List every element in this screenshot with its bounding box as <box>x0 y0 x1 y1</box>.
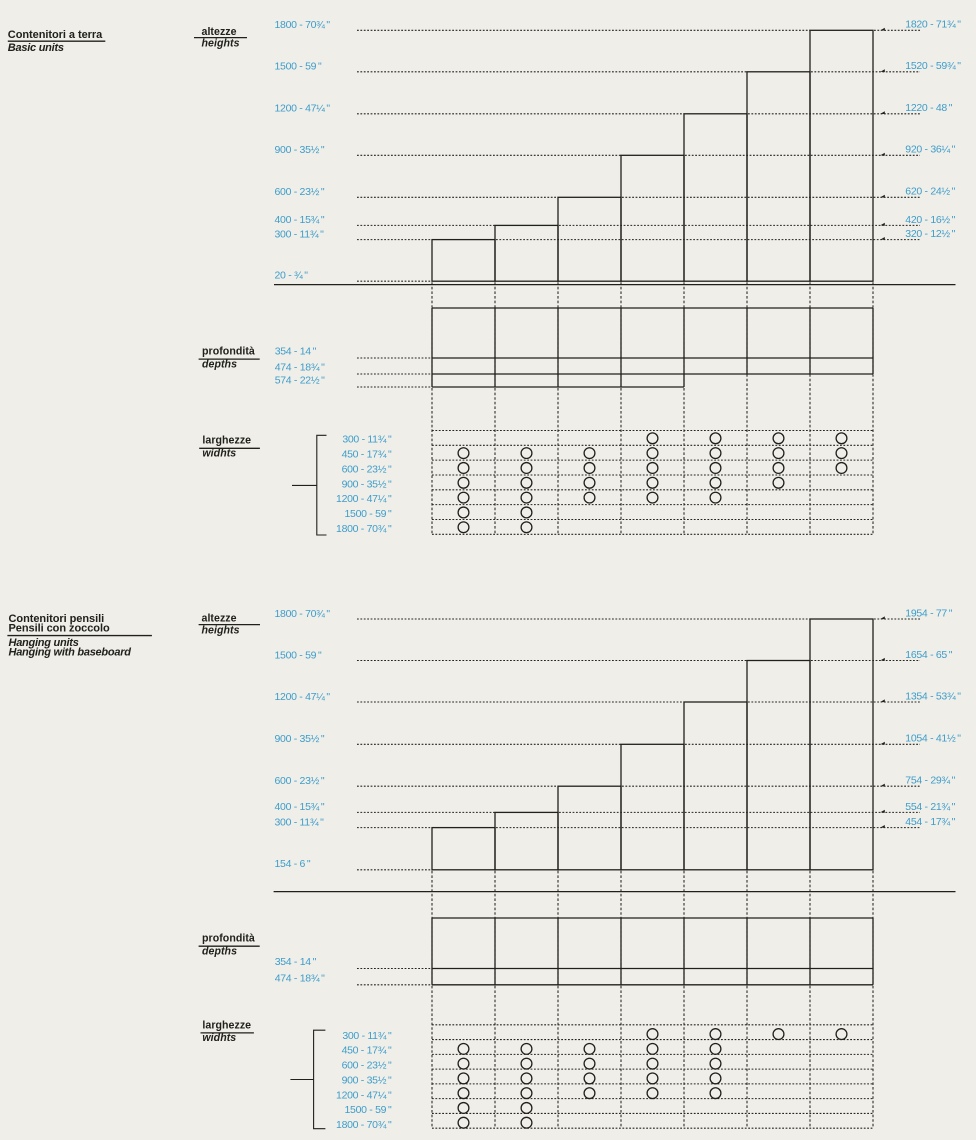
svg-text:profondità: profondità <box>202 933 255 945</box>
svg-text:Pensili con zoccolo: Pensili con zoccolo <box>9 623 110 635</box>
svg-text:Hanging units: Hanging units <box>9 637 79 649</box>
svg-text:1820 - 71¾ ": 1820 - 71¾ " <box>905 19 961 31</box>
svg-text:1500 - 59 ": 1500 - 59 " <box>275 649 322 661</box>
svg-text:354 - 14 ": 354 - 14 " <box>275 956 317 968</box>
svg-text:depths: depths <box>202 358 237 370</box>
svg-text:300 - 11¾ ": 300 - 11¾ " <box>275 816 325 828</box>
svg-text:Hanging with baseboard: Hanging with baseboard <box>9 646 132 658</box>
svg-text:474 - 18¾ ": 474 - 18¾ " <box>275 362 325 374</box>
svg-text:620 - 24½ ": 620 - 24½ " <box>905 186 955 198</box>
svg-text:1800 - 70¾ ": 1800 - 70¾ " <box>336 1119 392 1131</box>
svg-text:300 - 11¾ ": 300 - 11¾ " <box>342 1030 392 1042</box>
svg-text:heights: heights <box>202 624 240 636</box>
svg-text:1800 - 70¾ ": 1800 - 70¾ " <box>275 608 331 620</box>
svg-text:Contenitori a terra: Contenitori a terra <box>8 29 103 41</box>
svg-text:900 - 35½ ": 900 - 35½ " <box>275 733 325 745</box>
svg-text:354 - 14 ": 354 - 14 " <box>275 346 317 358</box>
svg-text:600 - 23½ ": 600 - 23½ " <box>275 775 325 787</box>
svg-text:Contenitori pensili: Contenitori pensili <box>9 613 105 625</box>
svg-text:1200 - 47¼ ": 1200 - 47¼ " <box>275 103 331 115</box>
svg-text:300 - 11¾ ": 300 - 11¾ " <box>275 228 325 240</box>
svg-text:900 - 35½ ": 900 - 35½ " <box>275 144 325 156</box>
svg-text:600 - 23½ ": 600 - 23½ " <box>275 186 325 198</box>
svg-text:profondità: profondità <box>202 345 255 357</box>
svg-text:depths: depths <box>202 945 237 957</box>
svg-text:Basic units: Basic units <box>8 42 64 54</box>
svg-text:1200 - 47¼ ": 1200 - 47¼ " <box>336 1089 392 1101</box>
svg-text:1200 - 47¼ ": 1200 - 47¼ " <box>336 493 392 505</box>
svg-text:1800 - 70¾ ": 1800 - 70¾ " <box>275 19 331 31</box>
svg-text:454 - 17¾ ": 454 - 17¾ " <box>905 816 955 828</box>
svg-text:1054 - 41½ ": 1054 - 41½ " <box>905 733 961 745</box>
svg-text:154 - 6 ": 154 - 6 " <box>275 858 311 870</box>
svg-text:altezze: altezze <box>202 613 237 625</box>
svg-text:1354 - 53¾ ": 1354 - 53¾ " <box>905 690 961 702</box>
svg-text:1500 - 59 ": 1500 - 59 " <box>275 61 322 73</box>
svg-text:1200 - 47¼ ": 1200 - 47¼ " <box>275 691 331 703</box>
svg-text:920 - 36¼ ": 920 - 36¼ " <box>905 144 955 156</box>
svg-text:altezze: altezze <box>202 26 237 38</box>
svg-text:400 - 15¾ ": 400 - 15¾ " <box>275 801 325 813</box>
svg-text:larghezze: larghezze <box>202 1019 251 1031</box>
svg-text:900 - 35½ ": 900 - 35½ " <box>342 478 392 490</box>
svg-text:300 - 11¾ ": 300 - 11¾ " <box>342 434 392 446</box>
svg-text:widhts: widhts <box>202 447 236 459</box>
svg-text:600 - 23½ ": 600 - 23½ " <box>342 463 392 475</box>
svg-text:320 - 12½ ": 320 - 12½ " <box>905 228 955 240</box>
svg-text:20 - ¾ ": 20 - ¾ " <box>275 269 309 281</box>
svg-text:900 - 35½ ": 900 - 35½ " <box>342 1074 392 1086</box>
svg-text:554 - 21¾ ": 554 - 21¾ " <box>905 801 955 813</box>
svg-text:754 - 29¾ ": 754 - 29¾ " <box>905 775 955 787</box>
svg-text:474 - 18¾ ": 474 - 18¾ " <box>275 972 325 984</box>
svg-text:1500 - 59 ": 1500 - 59 " <box>344 508 391 520</box>
svg-text:1800 - 70¾ ": 1800 - 70¾ " <box>336 523 392 535</box>
svg-text:1520 - 59¾ ": 1520 - 59¾ " <box>905 60 961 72</box>
svg-text:600 - 23½ ": 600 - 23½ " <box>342 1060 392 1072</box>
svg-text:1954 - 77 ": 1954 - 77 " <box>905 607 952 619</box>
svg-text:400 - 15¾ ": 400 - 15¾ " <box>275 214 325 226</box>
svg-text:450 - 17¾ ": 450 - 17¾ " <box>342 449 392 461</box>
svg-text:1500 - 59 ": 1500 - 59 " <box>344 1104 391 1116</box>
svg-text:420 - 16½ ": 420 - 16½ " <box>905 214 955 226</box>
svg-text:heights: heights <box>202 38 240 50</box>
svg-text:450 - 17¾ ": 450 - 17¾ " <box>342 1045 392 1057</box>
svg-text:larghezze: larghezze <box>202 435 251 447</box>
svg-text:1220 - 48 ": 1220 - 48 " <box>905 102 952 114</box>
svg-text:widhts: widhts <box>202 1032 236 1044</box>
svg-text:574 - 22½ ": 574 - 22½ " <box>275 375 325 387</box>
svg-text:1654 - 65 ": 1654 - 65 " <box>905 649 952 661</box>
